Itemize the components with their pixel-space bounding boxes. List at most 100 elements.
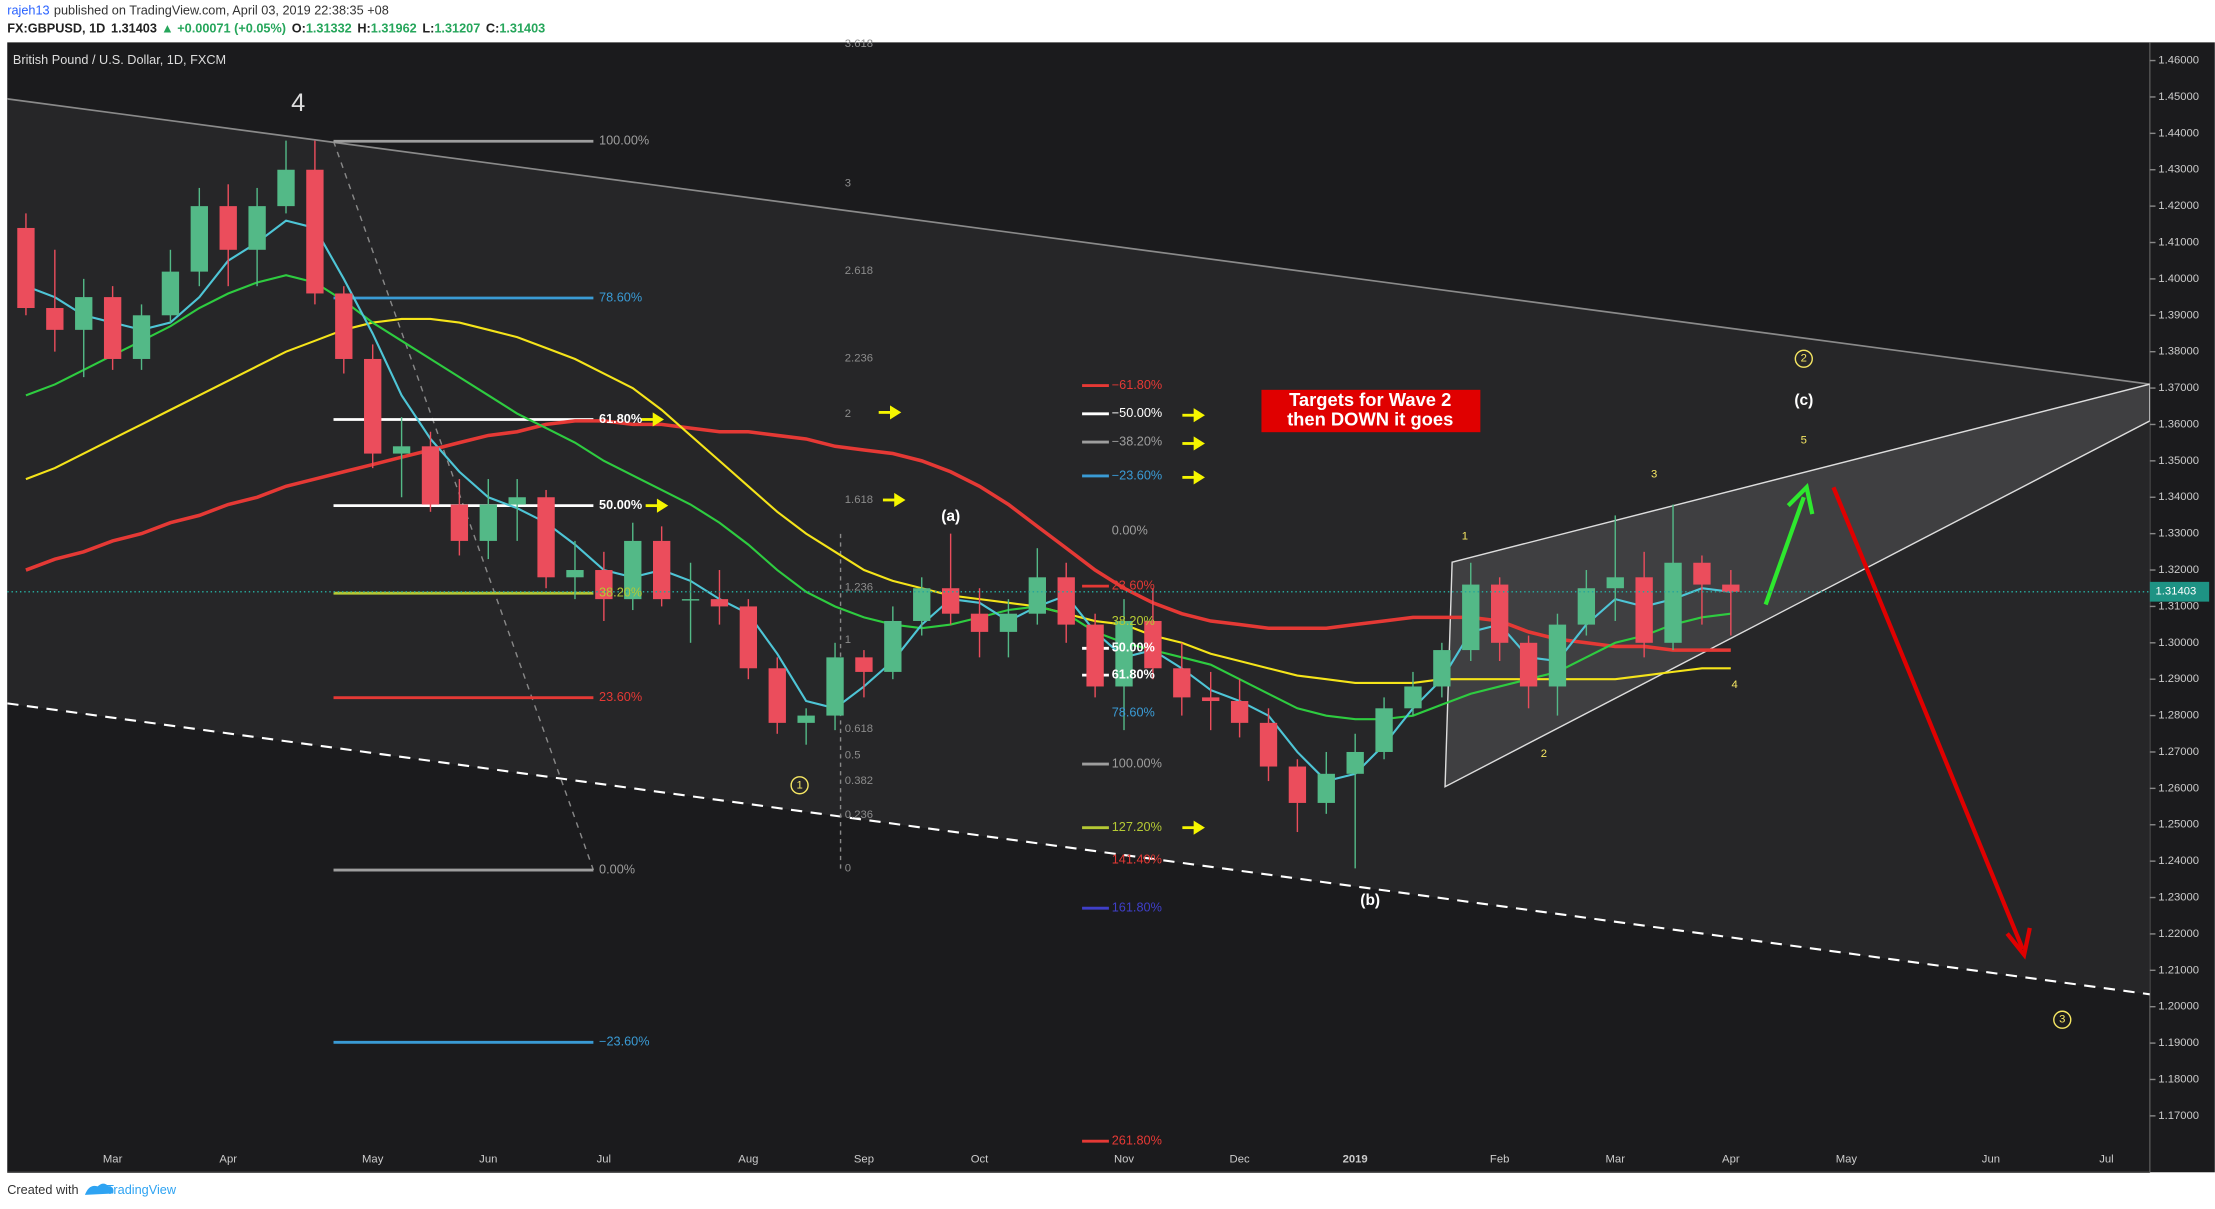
candle-body bbox=[1144, 620, 1162, 669]
candle-body bbox=[1057, 577, 1075, 625]
x-tick-label: Jul bbox=[597, 1154, 611, 1166]
y-tick-label: 1.34000 bbox=[2158, 491, 2199, 503]
annotation: 61.80% bbox=[599, 411, 642, 426]
annotation: −61.80% bbox=[1112, 377, 1163, 392]
annotation: Targets for Wave 2 bbox=[1289, 389, 1451, 410]
annotation: 0.236 bbox=[845, 809, 873, 821]
annotation: 0.00% bbox=[1112, 522, 1148, 537]
x-tick-label: Mar bbox=[103, 1154, 123, 1166]
candle-body bbox=[277, 169, 295, 207]
x-tick-label: Dec bbox=[1230, 1154, 1250, 1166]
annotation: 2.618 bbox=[845, 265, 873, 277]
candle-body bbox=[1693, 562, 1711, 585]
ohlc-label: H: bbox=[357, 21, 370, 36]
y-tick-label: 1.26000 bbox=[2158, 782, 2199, 794]
ohlc-label: L: bbox=[422, 21, 434, 36]
annotation: 23.60% bbox=[599, 689, 642, 704]
candle-body bbox=[941, 588, 960, 614]
annotation: (b) bbox=[1360, 892, 1380, 909]
annotation: −38.20% bbox=[1112, 433, 1163, 448]
x-tick-label: Mar bbox=[1606, 1154, 1626, 1166]
wave-label: 3 bbox=[2059, 1014, 2065, 1026]
publish-info: published on TradingView.com, April 03, … bbox=[54, 3, 389, 18]
y-tick-label: 1.21000 bbox=[2158, 964, 2199, 976]
y-tick-label: 1.28000 bbox=[2158, 710, 2199, 722]
ohlc-value: 1.31403 bbox=[499, 21, 545, 36]
y-tick-label: 1.45000 bbox=[2158, 91, 2199, 103]
author-link[interactable]: rajeh13 bbox=[7, 3, 49, 18]
last-price-label: 1.31403 bbox=[2155, 586, 2196, 598]
annotation: 0.00% bbox=[599, 861, 635, 876]
candle-body bbox=[797, 715, 815, 723]
candle-body bbox=[652, 540, 671, 600]
candle-body bbox=[1230, 701, 1249, 723]
wave-label: 2 bbox=[1801, 353, 1807, 365]
annotation: 100.00% bbox=[1112, 755, 1162, 770]
annotation: 1 bbox=[1462, 531, 1468, 543]
drawings bbox=[7, 98, 2150, 1143]
candle-body bbox=[190, 206, 208, 272]
annotation: (c) bbox=[1794, 392, 1813, 409]
candle-body bbox=[595, 570, 613, 600]
candle-body bbox=[1548, 624, 1567, 687]
annotation: 5 bbox=[1801, 435, 1807, 447]
candle-body bbox=[46, 308, 64, 330]
candle-body bbox=[884, 620, 902, 672]
trend-line-dashed bbox=[7, 702, 2150, 996]
wave-label: 1 bbox=[796, 779, 802, 791]
y-tick-label: 1.32000 bbox=[2158, 564, 2199, 576]
y-tick-label: 1.20000 bbox=[2158, 1001, 2199, 1013]
annotation: 23.60% bbox=[1112, 577, 1155, 592]
y-tick-label: 1.18000 bbox=[2158, 1073, 2199, 1085]
candle-body bbox=[826, 657, 844, 716]
ohlc-label: O: bbox=[292, 21, 306, 36]
annotation: 0 bbox=[845, 863, 851, 875]
y-tick-label: 1.43000 bbox=[2158, 164, 2199, 176]
annotation: 50.00% bbox=[599, 497, 642, 512]
change: ▲ +0.00071 (+0.05%) bbox=[161, 21, 286, 36]
candle-body bbox=[508, 497, 526, 505]
annotation: 141.40% bbox=[1112, 852, 1162, 867]
annotation: 38.20% bbox=[1112, 613, 1155, 628]
candle-body bbox=[624, 540, 642, 600]
quote-line: FX:GBPUSD, 1D 1.31403 ▲ +0.00071 (+0.05%) O… bbox=[7, 21, 545, 36]
last: 1.31403 bbox=[111, 21, 157, 36]
candle-body bbox=[1490, 584, 1509, 643]
chart-title: British Pound / U.S. Dollar, 1D, FXCM bbox=[13, 52, 226, 67]
candle-body bbox=[537, 497, 555, 578]
annotation: (a) bbox=[941, 508, 960, 525]
y-tick-label: 1.27000 bbox=[2158, 746, 2199, 758]
candle-body bbox=[1028, 577, 1046, 614]
footer-created: Created with bbox=[7, 1182, 78, 1197]
wave-circle bbox=[1794, 349, 1813, 368]
candle-body bbox=[1577, 588, 1596, 625]
annotation: 161.80% bbox=[1112, 900, 1162, 915]
annotation: 38.20% bbox=[599, 585, 642, 600]
candle-body bbox=[1317, 773, 1335, 803]
candle-body bbox=[1606, 577, 1624, 589]
candle-body bbox=[710, 599, 729, 607]
x-tick-label: Nov bbox=[1114, 1154, 1134, 1166]
y-tick-label: 1.37000 bbox=[2158, 382, 2199, 394]
symbol: FX:GBPUSD, 1D bbox=[7, 21, 105, 36]
y-tick-label: 1.25000 bbox=[2158, 819, 2199, 831]
candle-body bbox=[1375, 708, 1393, 752]
candle-body bbox=[1635, 577, 1653, 643]
annotation: 127.20% bbox=[1112, 819, 1162, 834]
candle-body bbox=[1404, 686, 1422, 709]
y-tick-label: 1.35000 bbox=[2158, 455, 2199, 467]
annotation: 50.00% bbox=[1112, 640, 1155, 655]
yellow-arrows bbox=[652, 405, 1205, 835]
annotation: 1.618 bbox=[845, 494, 873, 506]
annotation: −23.60% bbox=[1112, 467, 1163, 482]
candle-body bbox=[392, 446, 411, 454]
candle-body bbox=[768, 668, 786, 723]
annotation: 78.60% bbox=[599, 289, 642, 304]
candle-body bbox=[1722, 584, 1740, 592]
trend-line bbox=[7, 98, 2150, 386]
footer-brand[interactable]: TradingView bbox=[106, 1182, 177, 1197]
candle-body bbox=[739, 606, 758, 669]
x-tick-label: Apr bbox=[1722, 1154, 1740, 1166]
